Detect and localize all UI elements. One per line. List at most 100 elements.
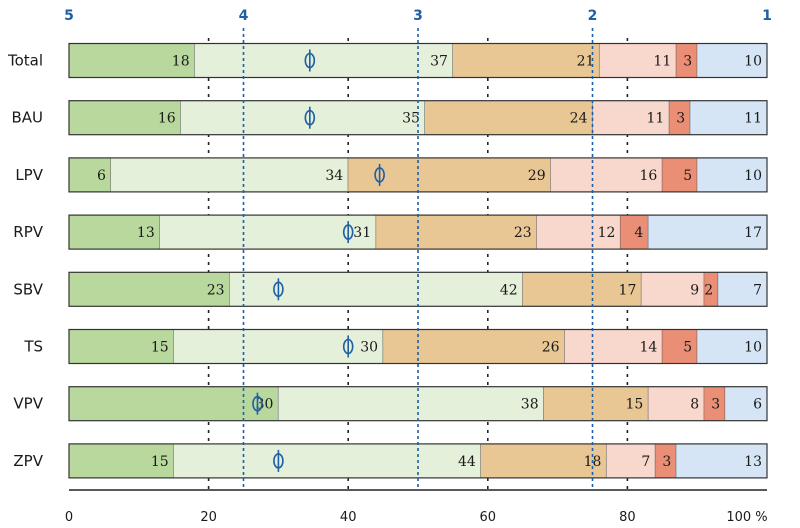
category-label: VPV — [13, 395, 43, 413]
category-label: RPV — [13, 223, 43, 241]
data-label: 35 — [402, 111, 420, 127]
data-label: 23 — [207, 282, 225, 298]
data-label: 26 — [542, 340, 560, 356]
x-tick-label: 100 % — [726, 510, 767, 525]
bar-segment — [564, 329, 663, 364]
bar-segment — [620, 215, 649, 250]
bar-segment — [662, 329, 698, 364]
data-label: 9 — [690, 282, 699, 298]
x-axis: 0 20 40 60 80 100 % — [65, 489, 768, 525]
data-label: 11 — [646, 111, 664, 127]
data-label: 7 — [641, 454, 650, 470]
data-label: 16 — [639, 168, 657, 184]
data-label: 30 — [360, 340, 378, 356]
bar-segment — [173, 329, 384, 364]
category-label: Total — [7, 52, 43, 70]
data-label: 6 — [97, 168, 106, 184]
category-labels: Total BAU LPV RPV SBV TS VPV ZPV — [7, 52, 44, 470]
data-label: 8 — [690, 397, 699, 413]
data-label: 2 — [704, 282, 713, 298]
bar-segment — [348, 157, 551, 192]
bar-segment — [676, 43, 698, 78]
bar-segment — [655, 443, 677, 478]
data-label: 29 — [528, 168, 546, 184]
bar-segment — [550, 157, 663, 192]
bar-segment — [704, 272, 719, 307]
data-label: 13 — [744, 454, 762, 470]
data-label: 14 — [639, 340, 657, 356]
bar-segment — [173, 443, 481, 478]
bar-segment — [69, 215, 160, 250]
data-label: 10 — [744, 340, 762, 356]
data-label: 18 — [172, 54, 190, 70]
scale-label: 5 — [64, 8, 74, 24]
data-label: 44 — [458, 454, 476, 470]
x-tick-label: 20 — [200, 510, 217, 525]
data-label: 3 — [676, 111, 685, 127]
bar-segment — [194, 43, 453, 78]
bar-segment — [662, 157, 698, 192]
data-label: 42 — [500, 282, 518, 298]
bar-segment — [690, 100, 767, 135]
bar-segment — [69, 100, 181, 135]
category-label: SBV — [13, 280, 43, 298]
data-label: 21 — [577, 54, 595, 70]
bar-segment — [376, 215, 537, 250]
bar-segment — [159, 215, 377, 250]
data-label: 5 — [683, 340, 692, 356]
data-label: 3 — [711, 397, 720, 413]
bar-segment — [697, 329, 767, 364]
category-label: ZPV — [13, 452, 43, 470]
data-label: 31 — [353, 225, 371, 241]
bar-segment — [704, 386, 726, 421]
data-label: 34 — [325, 168, 343, 184]
bar-segment — [110, 157, 349, 192]
scale-label: 4 — [239, 8, 249, 24]
data-label: 12 — [598, 225, 616, 241]
bar-segment — [278, 386, 544, 421]
bar-segment — [536, 215, 621, 250]
bar-segment — [69, 157, 111, 192]
data-label: 11 — [653, 54, 671, 70]
data-label: 11 — [744, 111, 762, 127]
x-tick-label: 80 — [619, 510, 636, 525]
data-label: 15 — [151, 340, 169, 356]
bar-segment — [180, 100, 425, 135]
data-label: 3 — [662, 454, 671, 470]
data-label: 6 — [753, 397, 762, 413]
data-label: 5 — [683, 168, 692, 184]
bar-segment — [641, 272, 705, 307]
category-label: BAU — [11, 109, 43, 127]
bar-segment — [69, 272, 230, 307]
scale-label: 2 — [588, 8, 598, 24]
data-label: 15 — [151, 454, 169, 470]
bar-segment — [69, 43, 195, 78]
bar-segment — [592, 100, 670, 135]
data-label: 38 — [521, 397, 539, 413]
bar-segment — [452, 43, 600, 78]
bar-segment — [480, 443, 607, 478]
data-label: 24 — [570, 111, 588, 127]
data-label: 7 — [753, 282, 762, 298]
bar-segment — [676, 443, 767, 478]
bar-segment — [522, 272, 642, 307]
category-label: TS — [23, 338, 43, 356]
data-label: 16 — [158, 111, 176, 127]
bar-segment — [648, 215, 767, 250]
scale-label: 1 — [762, 8, 772, 24]
data-label: 4 — [634, 225, 643, 241]
data-label: 37 — [430, 54, 448, 70]
bar-segment — [543, 386, 649, 421]
bar-segment — [648, 386, 705, 421]
bar-segment — [606, 443, 656, 478]
bar-segment — [69, 386, 279, 421]
bar-segment — [424, 100, 593, 135]
bar-segment — [718, 272, 767, 307]
data-label: 10 — [744, 168, 762, 184]
bar-segment — [669, 100, 691, 135]
bar-segment — [697, 157, 767, 192]
data-label: 23 — [514, 225, 532, 241]
